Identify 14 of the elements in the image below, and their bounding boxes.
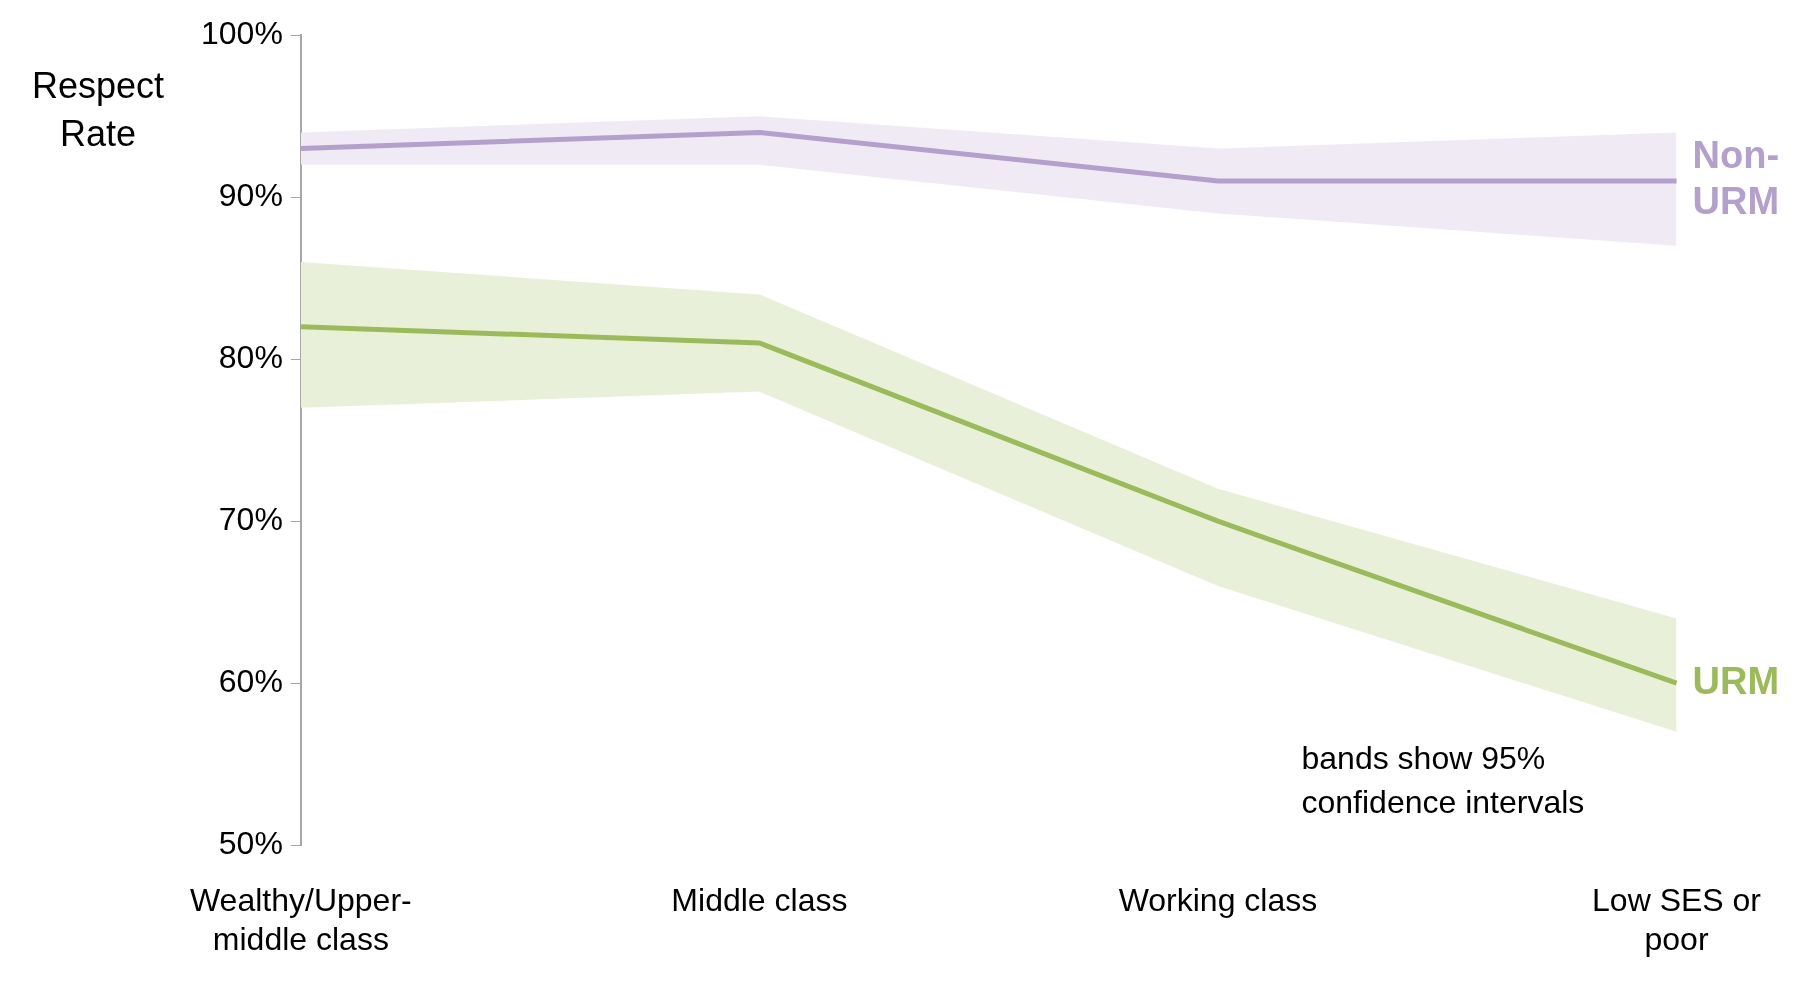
x-tick-label: Wealthy/Upper-middle class	[189, 882, 412, 957]
x-tick-label: Low SES or poor	[1592, 882, 1762, 957]
y-axis-title: Respect Rate	[31, 64, 165, 154]
y-tick-label: 60%	[218, 663, 283, 700]
y-tick-label: 90%	[218, 177, 283, 214]
annotation: bands show 95% confidence intervals	[1301, 740, 1585, 821]
y-tick-label: 70%	[218, 501, 283, 538]
series-label: Non-URM	[1692, 134, 1780, 223]
x-tick-label: Middle class	[671, 882, 848, 919]
y-tick-label: 50%	[218, 825, 283, 862]
x-tick-label: Working class	[1118, 882, 1318, 919]
y-tick-label: 100%	[201, 15, 283, 52]
y-tick-label: 80%	[218, 339, 283, 376]
series-label: URM	[1692, 659, 1780, 702]
